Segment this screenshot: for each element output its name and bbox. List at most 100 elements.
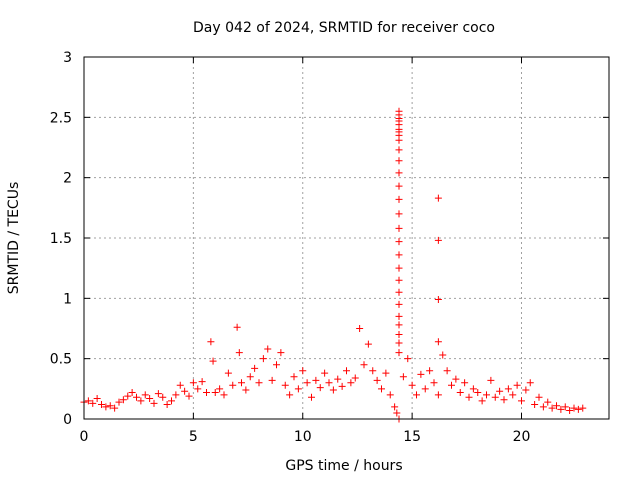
data-point <box>360 361 368 369</box>
data-point <box>238 379 245 387</box>
data-point <box>176 381 184 389</box>
data-point <box>235 349 243 357</box>
data-point <box>115 398 123 406</box>
data-point <box>273 361 280 369</box>
y-tick-label: 3 <box>63 50 72 66</box>
data-point <box>395 349 403 357</box>
data-point <box>395 169 403 177</box>
data-point <box>522 386 530 394</box>
data-point <box>137 397 145 405</box>
data-point <box>395 264 403 272</box>
data-point <box>395 107 403 115</box>
data-point <box>111 404 119 412</box>
data-point <box>209 357 217 365</box>
data-point <box>404 355 412 363</box>
data-point <box>421 385 429 393</box>
data-point <box>452 375 460 383</box>
data-point <box>395 288 403 296</box>
data-point <box>264 345 272 353</box>
data-point <box>574 405 582 413</box>
data-point <box>181 387 189 395</box>
data-point <box>159 393 167 401</box>
data-point <box>242 386 250 394</box>
data-point <box>456 388 464 396</box>
x-tick-label: 10 <box>294 429 312 445</box>
x-axis-label: GPS time / hours <box>285 458 402 474</box>
data-point <box>395 321 403 329</box>
data-point <box>395 182 403 190</box>
data-point <box>461 379 469 387</box>
data-point <box>395 339 403 347</box>
data-point <box>163 401 171 409</box>
data-point <box>509 391 517 399</box>
y-tick-label: 2 <box>63 171 72 187</box>
grid-lines <box>84 57 609 419</box>
data-points <box>80 107 587 423</box>
data-point <box>561 403 569 411</box>
data-point <box>434 391 442 399</box>
data-point <box>539 403 547 411</box>
data-point <box>84 397 92 405</box>
data-point <box>395 210 403 218</box>
data-point <box>378 385 385 393</box>
data-point <box>338 382 346 390</box>
data-point <box>553 402 560 410</box>
data-point <box>194 385 202 393</box>
data-point <box>268 376 276 384</box>
data-point <box>434 194 442 202</box>
data-point <box>93 394 101 402</box>
data-point <box>299 367 307 375</box>
data-point <box>286 391 294 399</box>
data-point <box>224 369 232 377</box>
data-point <box>469 385 477 393</box>
y-tick-label: 1 <box>63 291 72 307</box>
data-point <box>566 407 574 415</box>
data-point <box>189 379 197 387</box>
data-point <box>277 349 285 357</box>
data-point <box>434 338 442 346</box>
data-point <box>294 385 302 393</box>
data-point <box>491 393 499 401</box>
y-tick-label: 0.5 <box>50 352 72 368</box>
data-point <box>119 396 127 404</box>
data-point <box>89 399 97 407</box>
data-point <box>395 238 403 246</box>
data-point <box>172 391 180 399</box>
data-point <box>168 397 175 405</box>
data-point <box>487 376 495 384</box>
data-point <box>233 323 241 331</box>
chart-title: Day 042 of 2024, SRMTID for receiver coc… <box>193 20 495 36</box>
data-point <box>395 276 403 284</box>
data-point <box>312 376 320 384</box>
data-point <box>544 398 552 406</box>
data-point <box>395 251 403 259</box>
data-point <box>395 195 403 203</box>
data-point <box>395 224 403 232</box>
data-point <box>154 390 162 398</box>
data-point <box>465 393 473 401</box>
data-point <box>426 367 434 375</box>
data-point <box>526 379 534 387</box>
data-point <box>557 405 565 413</box>
data-point <box>395 300 403 308</box>
data-point <box>395 125 403 133</box>
x-tick-label: 20 <box>513 429 531 445</box>
data-point <box>303 379 311 387</box>
data-point <box>531 401 539 409</box>
data-point <box>395 157 403 165</box>
data-point <box>579 404 587 412</box>
data-point <box>500 396 508 404</box>
data-point <box>229 381 237 389</box>
data-point <box>102 403 110 411</box>
data-point <box>395 146 403 154</box>
data-point <box>220 391 228 399</box>
data-point <box>106 402 114 410</box>
y-tick-label: 1.5 <box>50 231 72 247</box>
data-point <box>417 370 425 378</box>
data-point <box>211 388 219 396</box>
data-point <box>570 404 578 412</box>
data-point <box>290 373 298 381</box>
data-point <box>351 374 359 382</box>
data-point <box>356 325 364 332</box>
